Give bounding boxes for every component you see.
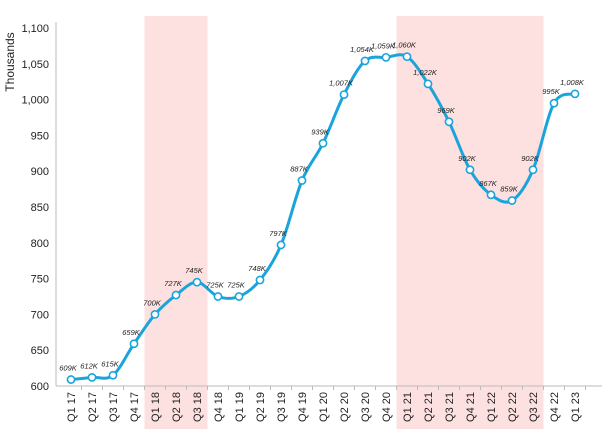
y-tick-label: 1,000 — [21, 95, 49, 107]
x-tick-label: Q1 20 — [318, 392, 330, 422]
data-label: 797K — [269, 229, 288, 238]
shaded-region-2 — [396, 16, 544, 429]
data-label: 859K — [500, 185, 519, 194]
x-tick-label: Q2 22 — [507, 392, 519, 422]
data-label: 969K — [437, 106, 456, 115]
data-label: 1,007K — [329, 79, 354, 88]
x-tick-label: Q1 23 — [570, 392, 582, 422]
x-tick-label: Q4 21 — [465, 392, 477, 422]
y-tick-label: 900 — [31, 166, 49, 178]
data-point — [234, 292, 244, 301]
shaded-region-1 — [144, 16, 208, 429]
y-axis: 600 650 700 750 800 850 900 950 1,000 1,050 1,100 — [21, 22, 57, 393]
y-tick-label: 950 — [31, 130, 49, 142]
data-point — [129, 339, 139, 349]
data-label: 615K — [101, 359, 120, 368]
data-label: 995K — [542, 87, 561, 96]
x-tick-label: Q4 20 — [381, 392, 393, 422]
data-label: 748K — [248, 264, 267, 273]
y-tick-label: 600 — [31, 381, 49, 393]
data-label: 887K — [290, 165, 309, 174]
data-label: 939K — [311, 127, 330, 136]
x-tick-label: Q4 18 — [213, 392, 225, 422]
data-label: 902K — [458, 154, 477, 163]
data-point — [318, 138, 328, 148]
data-label: 1,054K — [350, 45, 375, 54]
data-label: 700K — [143, 298, 162, 307]
x-tick-label: Q2 17 — [87, 392, 99, 422]
data-label: 902K — [521, 154, 540, 163]
data-label: 725K — [227, 281, 246, 290]
data-point — [549, 98, 559, 108]
x-tick-label: Q3 22 — [528, 392, 540, 422]
data-point — [255, 275, 265, 285]
x-tick-label: Q3 19 — [276, 392, 288, 422]
data-label: 867K — [479, 179, 498, 188]
y-tick-label: 850 — [31, 202, 49, 214]
data-point — [528, 165, 538, 175]
x-tick-label: Q3 20 — [360, 392, 372, 422]
data-point — [87, 373, 97, 382]
data-label: 659K — [122, 328, 141, 337]
data-point — [570, 89, 580, 99]
x-tick-label: Q3 21 — [444, 392, 456, 422]
data-point — [465, 165, 475, 175]
x-tick-label: Q4 17 — [129, 392, 141, 422]
x-tick-label: Q1 18 — [150, 392, 162, 422]
x-tick-label: Q2 18 — [171, 392, 183, 422]
data-label: 609K — [59, 364, 78, 373]
data-label: 1,060K — [392, 41, 417, 50]
data-point — [297, 176, 307, 185]
y-tick-label: 1,050 — [21, 59, 49, 71]
y-tick-label: 750 — [31, 274, 49, 286]
x-tick-label: Q4 22 — [549, 392, 561, 422]
x-tick-label: Q2 19 — [255, 392, 267, 422]
y-tick-label: 700 — [31, 309, 49, 321]
y-tick-label: 650 — [31, 345, 49, 357]
data-point — [402, 52, 412, 62]
shaded-regions — [144, 16, 544, 429]
data-label: 1,022K — [413, 68, 438, 77]
data-point — [192, 277, 202, 287]
data-label: 725K — [206, 281, 225, 290]
data-point — [213, 292, 223, 301]
data-point — [339, 90, 349, 99]
data-point — [507, 196, 517, 205]
x-tick-label: Q4 19 — [297, 392, 309, 422]
data-point — [66, 375, 76, 384]
data-label: 727K — [164, 279, 183, 288]
data-point — [360, 56, 370, 66]
x-tick-label: Q1 21 — [402, 392, 414, 422]
data-label: 745K — [185, 266, 204, 275]
x-tick-label: Q1 17 — [66, 392, 78, 422]
data-point — [108, 370, 118, 380]
x-tick-label: Q1 19 — [234, 392, 246, 422]
y-axis-title: Thousands — [3, 32, 17, 91]
data-point — [381, 52, 391, 62]
y-tick-label: 1,100 — [21, 23, 49, 35]
data-label: 612K — [80, 361, 99, 370]
x-tick-label: Q2 20 — [339, 392, 351, 422]
data-point — [171, 290, 181, 300]
data-point — [444, 117, 454, 127]
y-tick-label: 800 — [31, 238, 49, 250]
data-point — [486, 190, 496, 200]
data-point — [423, 79, 433, 89]
data-label: 1,059K — [371, 41, 396, 50]
data-point — [276, 240, 286, 250]
data-label: 1,008K — [560, 78, 585, 87]
x-tick-label: Q3 18 — [192, 392, 204, 422]
x-axis: Q1 17 Q2 17 Q3 17 Q4 17 Q1 18 Q2 18 Q3 18 Q4 18… — [56, 385, 602, 422]
data-point — [150, 309, 160, 319]
x-tick-label: Q1 22 — [486, 392, 498, 422]
x-tick-label: Q2 21 — [423, 392, 435, 422]
x-tick-label: Q3 17 — [108, 392, 120, 422]
data-points — [66, 52, 580, 384]
